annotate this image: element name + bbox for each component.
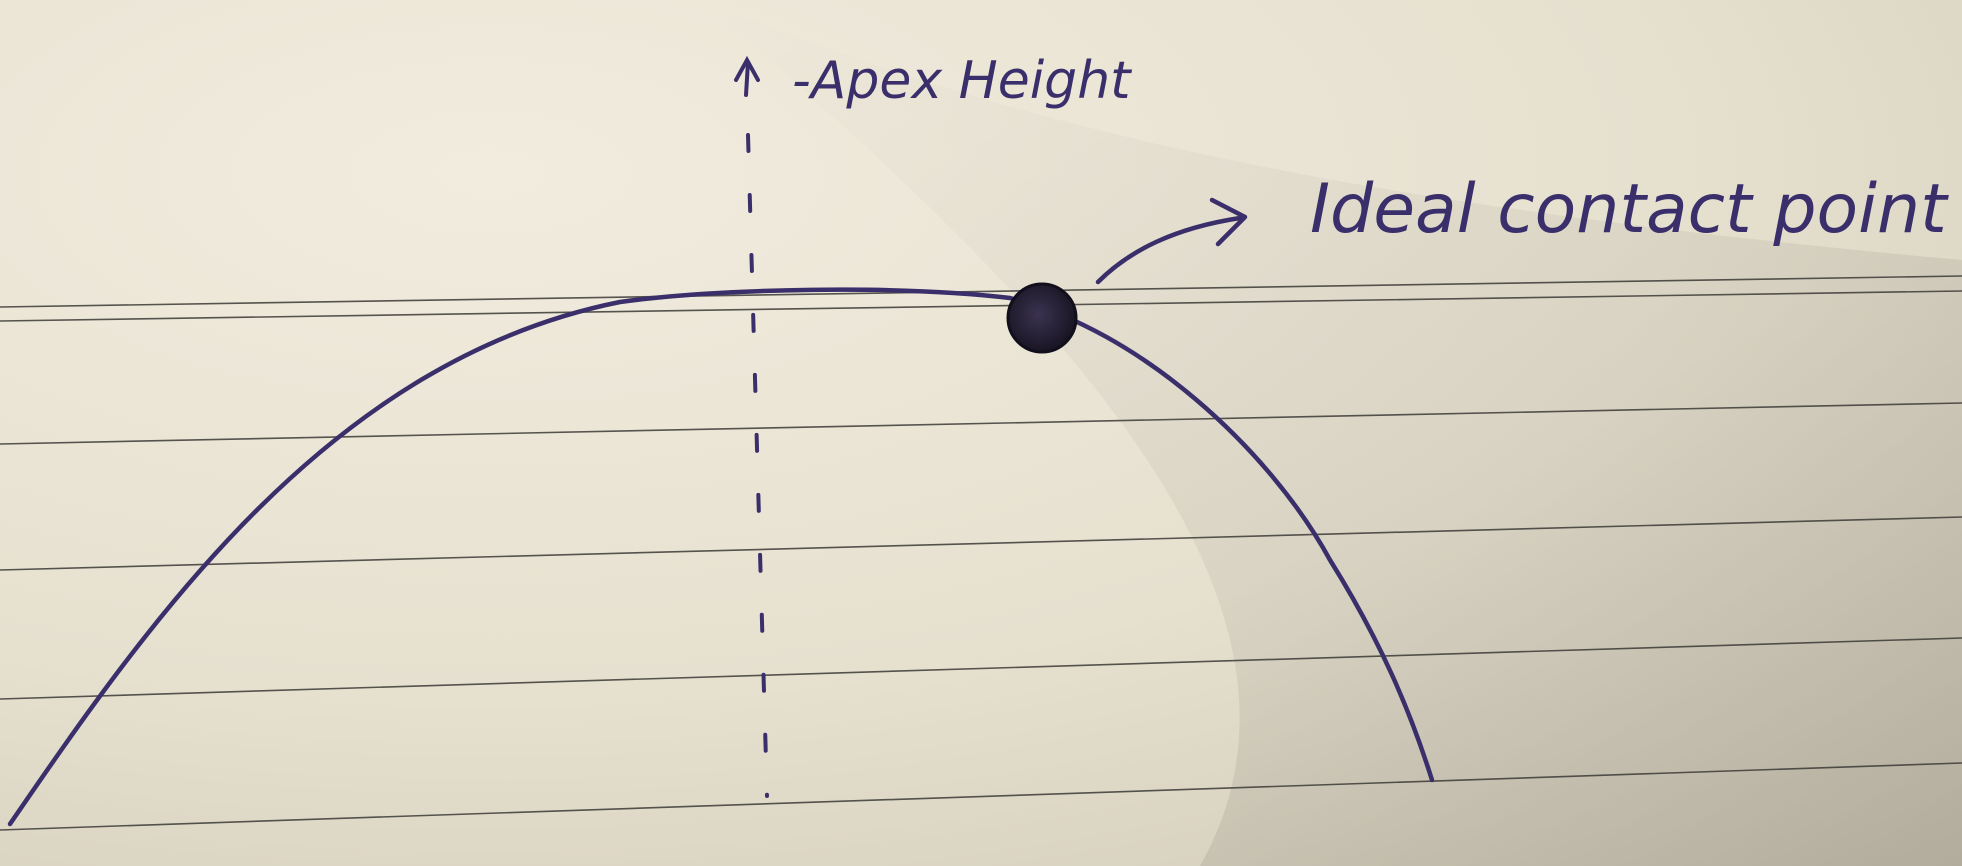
contact-arrow [1095, 197, 1248, 285]
ruled-lines [0, 275, 1962, 831]
contact-point-dot-ring [1006, 282, 1078, 354]
apex-height-marker [734, 55, 769, 798]
apex-height-label: -Apex Height [792, 51, 1132, 111]
ruled-line [0, 402, 1962, 445]
ruled-line [0, 290, 1962, 322]
ruled-line [0, 516, 1962, 571]
apex-dashed-line [746, 133, 769, 798]
ball-trajectory [7, 287, 1435, 827]
paper-shadow [700, 0, 1962, 866]
contact-arrow-shaft [1095, 215, 1243, 285]
ruled-line [0, 275, 1962, 308]
contact-arrow-icon [1209, 197, 1248, 247]
apex-arrow-shaft [744, 60, 750, 97]
apex-arrow-icon [734, 55, 760, 82]
ruled-line [0, 762, 1962, 831]
ideal-contact-point-label: Ideal contact point [1310, 170, 1949, 249]
ruled-line [0, 637, 1962, 700]
contact-point-dot [1008, 284, 1076, 352]
